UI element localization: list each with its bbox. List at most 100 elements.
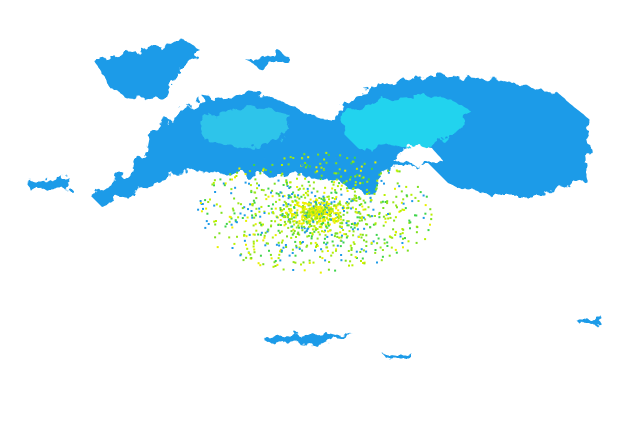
clutter-dot xyxy=(327,213,330,216)
clutter-dot xyxy=(254,178,257,181)
clutter-dot xyxy=(372,240,375,243)
clutter-dot xyxy=(295,244,298,247)
clutter-dot xyxy=(329,215,332,217)
clutter-dot xyxy=(358,204,361,207)
clutter-dot xyxy=(333,221,336,224)
clutter-dot xyxy=(338,168,341,171)
clutter-dot xyxy=(321,230,323,233)
clutter-dot xyxy=(287,226,290,229)
clutter-dot xyxy=(201,203,204,205)
clutter-dot xyxy=(288,209,291,212)
clutter-dot xyxy=(313,225,316,228)
clutter-dot xyxy=(323,204,326,207)
clutter-dot xyxy=(199,200,202,202)
clutter-dot xyxy=(320,201,323,204)
clutter-dot xyxy=(350,226,353,229)
clutter-dot xyxy=(316,170,319,173)
clutter-dot xyxy=(394,234,397,236)
clutter-dot xyxy=(333,204,336,207)
clutter-dot xyxy=(315,210,318,213)
clutter-dot xyxy=(326,246,329,249)
clutter-dot xyxy=(310,217,313,220)
clutter-dot xyxy=(236,171,239,174)
clutter-dot xyxy=(380,259,383,262)
clutter-dot xyxy=(267,205,270,207)
clutter-dot xyxy=(328,261,331,263)
clutter-dot xyxy=(229,173,232,176)
clutter-dot xyxy=(292,157,295,159)
clutter-dot xyxy=(302,219,305,222)
clutter-dot xyxy=(319,178,322,181)
clutter-dot xyxy=(318,201,320,204)
clutter-dot xyxy=(403,209,406,211)
clutter-dot xyxy=(288,218,291,221)
clutter-dot xyxy=(314,218,317,221)
clutter-dot xyxy=(275,215,278,218)
clutter-dot xyxy=(300,206,303,209)
clutter-dot xyxy=(356,228,359,231)
clutter-dot xyxy=(293,194,296,197)
clutter-dot xyxy=(314,171,317,174)
clutter-dot xyxy=(233,212,236,215)
clutter-dot xyxy=(400,201,403,204)
clutter-dot xyxy=(323,210,326,213)
clutter-dot xyxy=(303,225,306,228)
clutter-dot xyxy=(308,221,311,224)
clutter-dot xyxy=(302,215,305,218)
clutter-dot xyxy=(219,178,222,181)
clutter-dot xyxy=(343,181,346,184)
clutter-dot xyxy=(336,212,339,215)
clutter-dot xyxy=(293,220,296,223)
clutter-dot xyxy=(363,262,366,265)
clutter-dot xyxy=(238,167,241,170)
clutter-dot xyxy=(266,230,269,233)
clutter-dot xyxy=(345,222,348,224)
clutter-dot xyxy=(308,216,310,219)
clutter-dot xyxy=(291,233,294,236)
clutter-dot xyxy=(329,209,332,212)
clutter-dot xyxy=(237,216,240,219)
clutter-dot xyxy=(322,220,325,223)
clutter-dot xyxy=(280,249,283,252)
clutter-dot xyxy=(335,220,338,223)
clutter-dot xyxy=(240,203,242,206)
clutter-dot xyxy=(276,263,279,266)
clutter-dot xyxy=(378,213,381,216)
clutter-dot xyxy=(222,182,225,185)
clutter-dot xyxy=(254,212,257,215)
clutter-dot xyxy=(239,212,242,215)
clutter-dot xyxy=(338,182,341,185)
clutter-dot xyxy=(387,171,390,174)
clutter-dot xyxy=(219,205,222,208)
clutter-dot xyxy=(244,173,247,176)
clutter-dot xyxy=(283,208,285,211)
clutter-dot xyxy=(392,201,395,204)
clutter-dot xyxy=(303,227,306,230)
clutter-dot xyxy=(374,223,377,226)
clutter-dot xyxy=(312,219,315,222)
clutter-dot xyxy=(414,196,417,199)
clutter-dot xyxy=(317,153,320,156)
clutter-dot xyxy=(255,197,258,200)
clutter-dot xyxy=(306,190,309,193)
clutter-dot xyxy=(287,197,290,200)
clutter-dot xyxy=(351,264,354,267)
clutter-dot xyxy=(237,202,240,205)
clutter-dot xyxy=(355,197,358,199)
clutter-dot xyxy=(327,204,330,207)
clutter-dot xyxy=(354,175,357,178)
clutter-dot xyxy=(231,247,234,249)
clutter-dot xyxy=(288,254,291,257)
clutter-dot xyxy=(230,217,233,220)
clutter-dot xyxy=(296,196,299,199)
clutter-dot xyxy=(265,242,268,245)
clutter-dot xyxy=(290,236,293,239)
clutter-dot xyxy=(257,233,260,236)
clutter-dot xyxy=(321,250,324,253)
clutter-dot xyxy=(258,184,260,187)
clutter-dot xyxy=(305,230,308,232)
clutter-dot xyxy=(282,246,285,249)
clutter-dot xyxy=(277,223,280,226)
clutter-dot xyxy=(384,217,387,220)
clutter-dot xyxy=(306,211,309,214)
